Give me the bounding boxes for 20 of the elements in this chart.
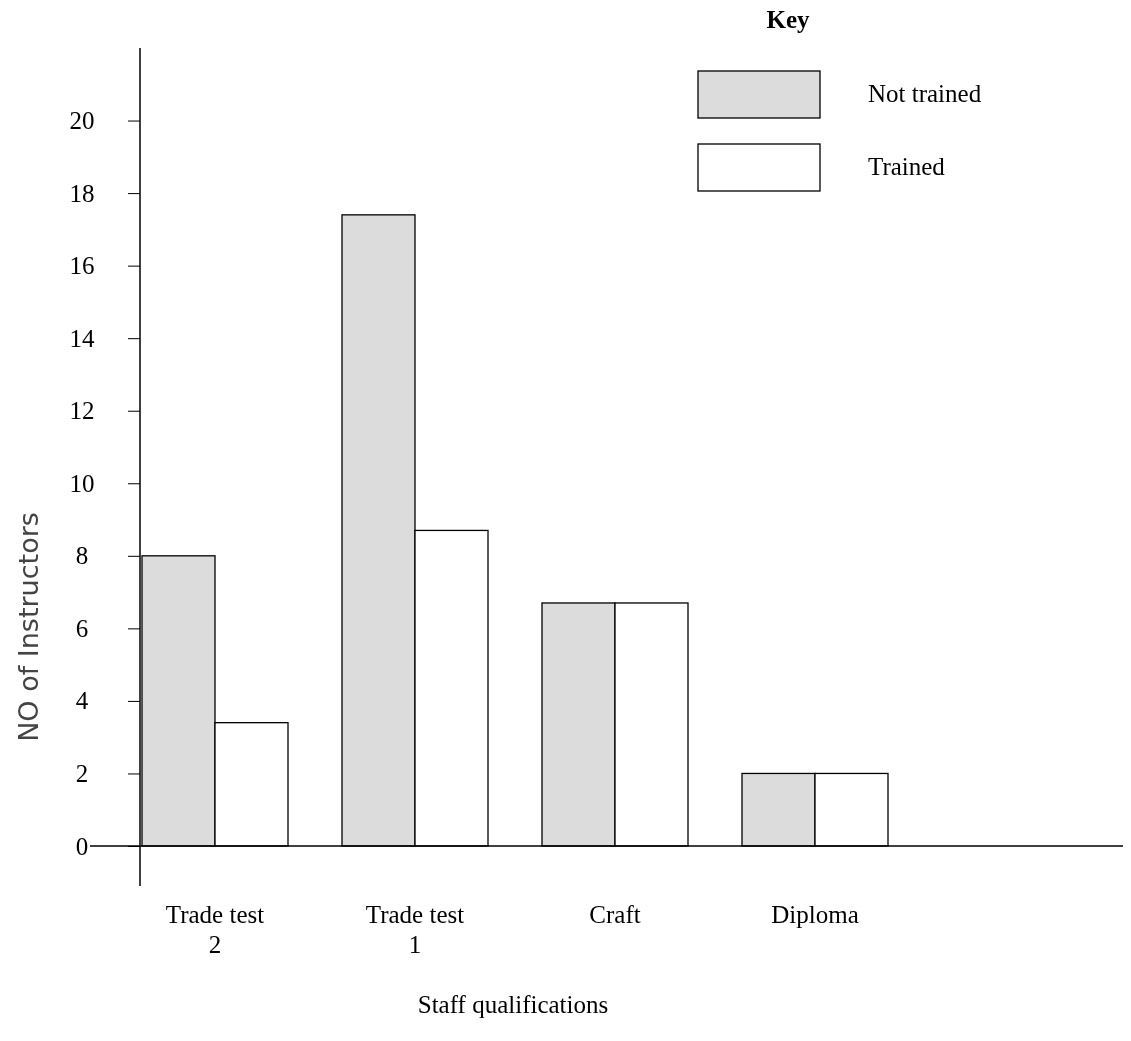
y-tick-label: 20 [69, 107, 95, 135]
y-tick-label: 14 [69, 324, 95, 352]
x-tick-label: Trade test 2 [165, 901, 265, 958]
x-tick-label: Trade test 1 [365, 901, 465, 958]
y-tick-label: 12 [69, 397, 95, 425]
legend-label: Not trained [868, 80, 982, 107]
y-tick-label: 6 [75, 614, 89, 642]
x-tick-label: Craft [589, 901, 641, 928]
x-tick-label: Diploma [771, 901, 859, 928]
legend-label: Trained [868, 153, 946, 180]
y-tick-label: 10 [69, 469, 95, 497]
y-tick-label: 16 [69, 252, 95, 280]
y-tick-label: 0 [75, 832, 89, 860]
y-axis-title: NO of Instructors [13, 512, 44, 742]
y-tick-label: 18 [69, 179, 95, 207]
y-tick-label: 2 [75, 759, 89, 787]
y-tick-label: 4 [75, 687, 89, 715]
legend-title: Key [766, 6, 811, 33]
x-axis-title: Staff qualifications [417, 991, 609, 1018]
y-tick-label: 8 [75, 542, 89, 570]
